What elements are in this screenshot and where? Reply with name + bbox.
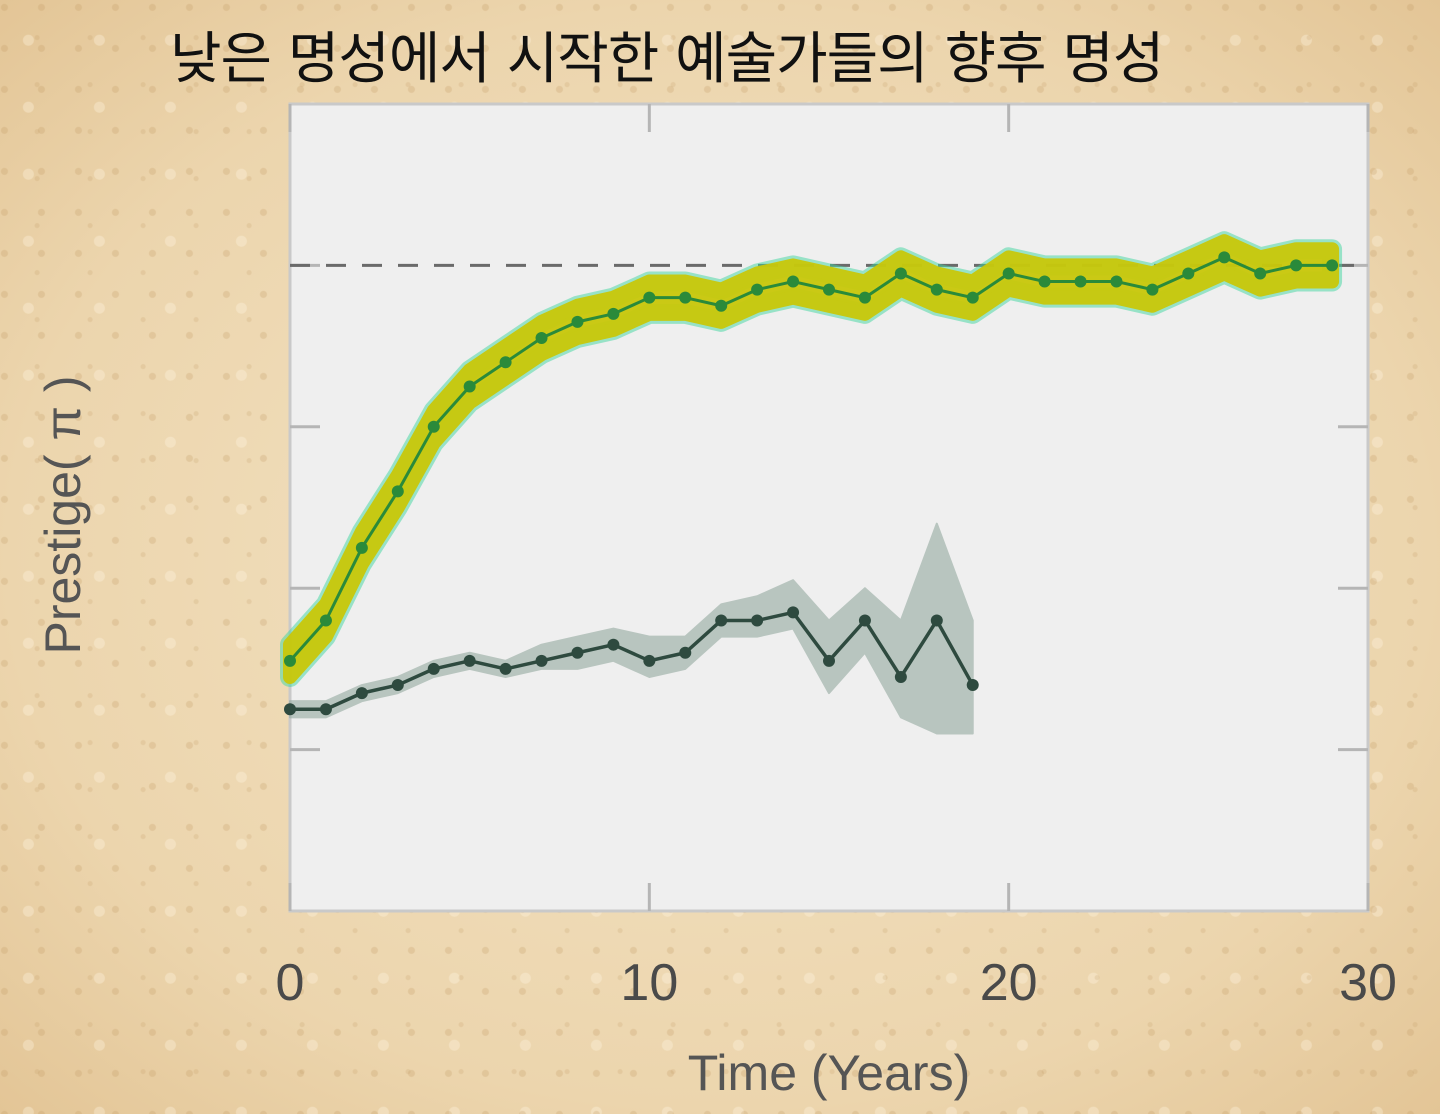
data-point: [1218, 251, 1231, 264]
data-point: [1290, 259, 1303, 272]
data-point: [715, 614, 728, 627]
data-point: [499, 356, 512, 369]
confidence-band: [283, 234, 1340, 684]
data-point: [823, 654, 835, 667]
data-point: [787, 606, 800, 619]
data-point: [1002, 267, 1015, 280]
x-tick-label: 10: [620, 954, 678, 1012]
data-point: [427, 662, 440, 675]
data-point: [463, 380, 476, 393]
confidence-band: [289, 522, 974, 735]
data-point: [1146, 283, 1159, 296]
data-point: [607, 307, 620, 320]
data-point: [751, 614, 764, 627]
data-point: [1038, 275, 1051, 288]
data-point: [499, 662, 512, 675]
x-tick-label: 20: [980, 954, 1038, 1012]
series-1: [280, 231, 1343, 687]
data-point: [751, 283, 764, 296]
data-point: [823, 283, 835, 296]
data-point: [535, 332, 548, 345]
data-point: [355, 687, 368, 700]
data-point: [679, 646, 692, 659]
y-axis-label: Prestige( π ): [35, 375, 91, 654]
data-point: [1074, 275, 1087, 288]
data-point: [319, 614, 332, 627]
data-point: [787, 275, 800, 288]
data-point: [966, 291, 979, 304]
data-point: [643, 291, 656, 304]
data-point: [1182, 267, 1195, 280]
data-point: [1326, 259, 1339, 272]
data-point: [463, 654, 476, 667]
data-point: [930, 614, 943, 627]
x-tick-label: 30: [1339, 954, 1397, 1012]
data-point: [571, 646, 584, 659]
data-point: [427, 420, 440, 433]
data-point: [284, 703, 296, 716]
data-point: [607, 638, 620, 651]
data-point: [1254, 267, 1267, 280]
x-tick-label: 0: [276, 954, 305, 1012]
data-point: [894, 267, 907, 280]
data-point: [858, 614, 871, 627]
data-point: [643, 654, 656, 667]
data-point: [391, 485, 404, 498]
series-line: [288, 255, 1333, 662]
data-point: [715, 299, 728, 312]
data-point: [858, 291, 871, 304]
data-point: [284, 654, 296, 667]
series-line: [290, 610, 975, 711]
data-point: [319, 703, 332, 716]
data-point: [966, 679, 979, 692]
data-point: [894, 670, 907, 683]
data-point: [930, 283, 943, 296]
data-point: [1110, 275, 1123, 288]
data-point: [355, 541, 368, 554]
series-2: [284, 522, 979, 735]
chart-title: 낮은 명성에서 시작한 예술가들의 향후 명성: [170, 27, 1164, 92]
data-point: [535, 654, 548, 667]
plot-area: [288, 102, 1370, 913]
data-point: [571, 315, 584, 328]
data-point: [679, 291, 692, 304]
data-point: [391, 679, 404, 692]
x-axis-label: Time (Years): [688, 1045, 970, 1101]
